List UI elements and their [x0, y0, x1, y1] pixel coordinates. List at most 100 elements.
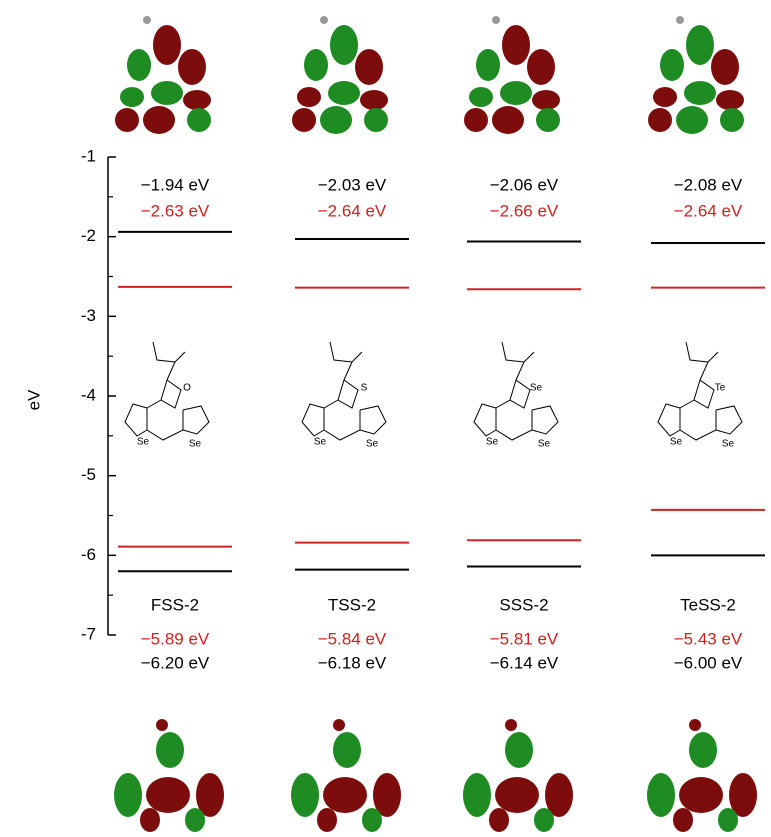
orbital-lobe	[115, 108, 139, 132]
orbital-lobe	[362, 808, 382, 832]
orbital-lobe	[532, 90, 560, 110]
orbital-lobe	[676, 106, 708, 134]
orbital-lobe	[151, 81, 183, 105]
orbital-lobe	[333, 732, 361, 768]
atom	[143, 16, 151, 24]
value-label: −6.20 eV	[141, 653, 210, 672]
orbital-lobe	[505, 719, 517, 731]
value-label: −2.66 eV	[490, 201, 559, 220]
atom-label: S	[361, 383, 368, 394]
atom	[320, 16, 328, 24]
orbital-lobe	[143, 106, 175, 134]
orbital-lobe	[317, 808, 337, 832]
orbital-lobe	[476, 49, 500, 81]
value-label: −2.08 eV	[674, 175, 743, 194]
orbital-lobe	[653, 87, 677, 107]
lumo-orbital	[464, 16, 560, 134]
y-tick-label: -1	[81, 146, 96, 165]
atom-label: Se	[314, 437, 327, 448]
orbital-lobe	[153, 25, 181, 65]
y-tick-label: -2	[81, 226, 96, 245]
orbital-lobe	[464, 108, 488, 132]
structure: S Se Se	[302, 342, 386, 450]
orbital-lobe	[718, 808, 738, 832]
orbital-lobe	[689, 719, 701, 731]
orbital-lobe	[360, 90, 388, 110]
orbital-lobe	[502, 25, 530, 65]
orbital-lobe	[333, 719, 345, 731]
atom-label: Se	[530, 383, 543, 394]
atom	[492, 16, 500, 24]
orbital-lobe	[330, 25, 358, 65]
bond	[302, 342, 386, 440]
orbital-lobe	[660, 49, 684, 81]
atom-label: Se	[722, 439, 735, 450]
orbital-lobe	[178, 49, 206, 85]
orbital-lobe	[127, 49, 151, 81]
atom-label: Se	[189, 439, 202, 450]
chart: eV -1-2-3-4-5-6-7OSeSeFSS-2SSeSeTSS-2SeS…	[0, 0, 771, 837]
orbital-lobe	[156, 732, 184, 768]
orbital-lobe	[328, 81, 360, 105]
orbital-lobe	[355, 49, 383, 85]
lumo-orbital	[115, 16, 211, 134]
orbital-lobe	[711, 49, 739, 85]
orbital-lobe	[292, 108, 316, 132]
value-label: −5.43 eV	[674, 629, 743, 648]
category-label: TSS-2	[328, 595, 376, 614]
structure: SeSeSe	[474, 342, 558, 450]
bond	[658, 342, 742, 440]
orbital-lobe	[720, 108, 744, 132]
orbital-lobe	[183, 90, 211, 110]
orbital-lobe	[140, 808, 160, 832]
category-label: TeSS-2	[680, 595, 736, 614]
orbital-lobe	[505, 732, 533, 768]
orbital-lobe	[156, 719, 168, 731]
category-label: FSS-2	[151, 595, 199, 614]
orbital-lobe	[716, 90, 744, 110]
orbital-lobe	[304, 49, 328, 81]
lumo-orbital	[648, 16, 744, 134]
atom-label: Se	[366, 439, 379, 450]
orbital-lobe	[114, 773, 142, 817]
orbital-lobe	[146, 777, 190, 813]
homo-orbital	[647, 719, 757, 832]
orbital-lobe	[686, 25, 714, 65]
y-tick-label: -5	[81, 465, 96, 484]
y-axis-label: eV	[24, 389, 43, 410]
orbital-lobe	[527, 49, 555, 85]
bond	[474, 342, 558, 440]
orbital-lobe	[673, 808, 693, 832]
orbital-lobe	[320, 106, 352, 134]
value-label: −2.06 eV	[490, 175, 559, 194]
value-label: −6.14 eV	[490, 653, 559, 672]
orbital-lobe	[185, 808, 205, 832]
orbital-lobe	[469, 87, 493, 107]
atom-label: Se	[670, 437, 683, 448]
value-label: −5.89 eV	[141, 629, 210, 648]
orbital-lobe	[684, 81, 716, 105]
orbital-lobe	[500, 81, 532, 105]
atom	[676, 16, 684, 24]
atom-label: Se	[137, 437, 150, 448]
value-label: −6.00 eV	[674, 653, 743, 672]
y-tick-label: -6	[81, 545, 96, 564]
orbital-lobe	[364, 108, 388, 132]
value-label: −5.81 eV	[490, 629, 559, 648]
orbital-lobe	[534, 808, 554, 832]
homo-orbital	[114, 719, 224, 832]
value-label: −2.63 eV	[141, 201, 210, 220]
orbital-lobe	[536, 108, 560, 132]
orbital-lobe	[689, 732, 717, 768]
y-tick-label: -3	[81, 306, 96, 325]
structure: OSeSe	[125, 342, 209, 450]
orbital-lobe	[648, 108, 672, 132]
orbital-lobe	[489, 808, 509, 832]
category-label: SSS-2	[499, 595, 548, 614]
orbital-lobe	[187, 108, 211, 132]
value-label: −1.94 eV	[141, 175, 210, 194]
value-label: −2.03 eV	[318, 175, 387, 194]
orbital-lobe	[323, 777, 367, 813]
value-label: −2.64 eV	[318, 201, 387, 220]
